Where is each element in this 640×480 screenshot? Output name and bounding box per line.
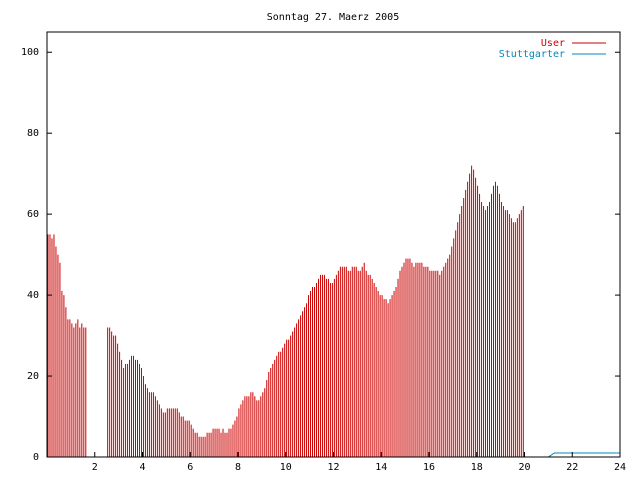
- chart-title: Sonntag 27. Maerz 2005: [267, 12, 399, 23]
- x-tick-label: 4: [139, 462, 145, 473]
- y-tick-label: 80: [27, 128, 39, 139]
- x-tick-label: 14: [375, 462, 387, 473]
- x-tick-label: 22: [566, 462, 578, 473]
- y-axis: 0 20 40 60 80 100: [21, 47, 620, 463]
- y-tick-label: 100: [21, 47, 39, 58]
- x-tick-label: 8: [235, 462, 241, 473]
- y-tick-label: 40: [27, 290, 39, 301]
- legend-label-stuttgarter: Stuttgarter: [499, 49, 565, 60]
- y-tick-label: 60: [27, 209, 39, 220]
- legend: User Stuttgarter: [499, 38, 606, 60]
- x-tick-label: 16: [423, 462, 435, 473]
- x-tick-label: 24: [614, 462, 626, 473]
- y-tick-label: 0: [33, 452, 39, 463]
- x-tick-label: 12: [327, 462, 339, 473]
- x-tick-label: 18: [471, 462, 483, 473]
- x-tick-label: 10: [280, 462, 292, 473]
- x-tick-label: 20: [518, 462, 530, 473]
- y-tick-label: 20: [27, 371, 39, 382]
- x-axis: 2 4 6 8 10 12 14 16 18 20 22 24: [92, 452, 626, 473]
- x-tick-label: 2: [92, 462, 98, 473]
- plot-frame: [46, 31, 621, 458]
- x-tick-label: 6: [187, 462, 193, 473]
- legend-label-user: User: [541, 38, 565, 49]
- user-bars: [47, 165, 524, 457]
